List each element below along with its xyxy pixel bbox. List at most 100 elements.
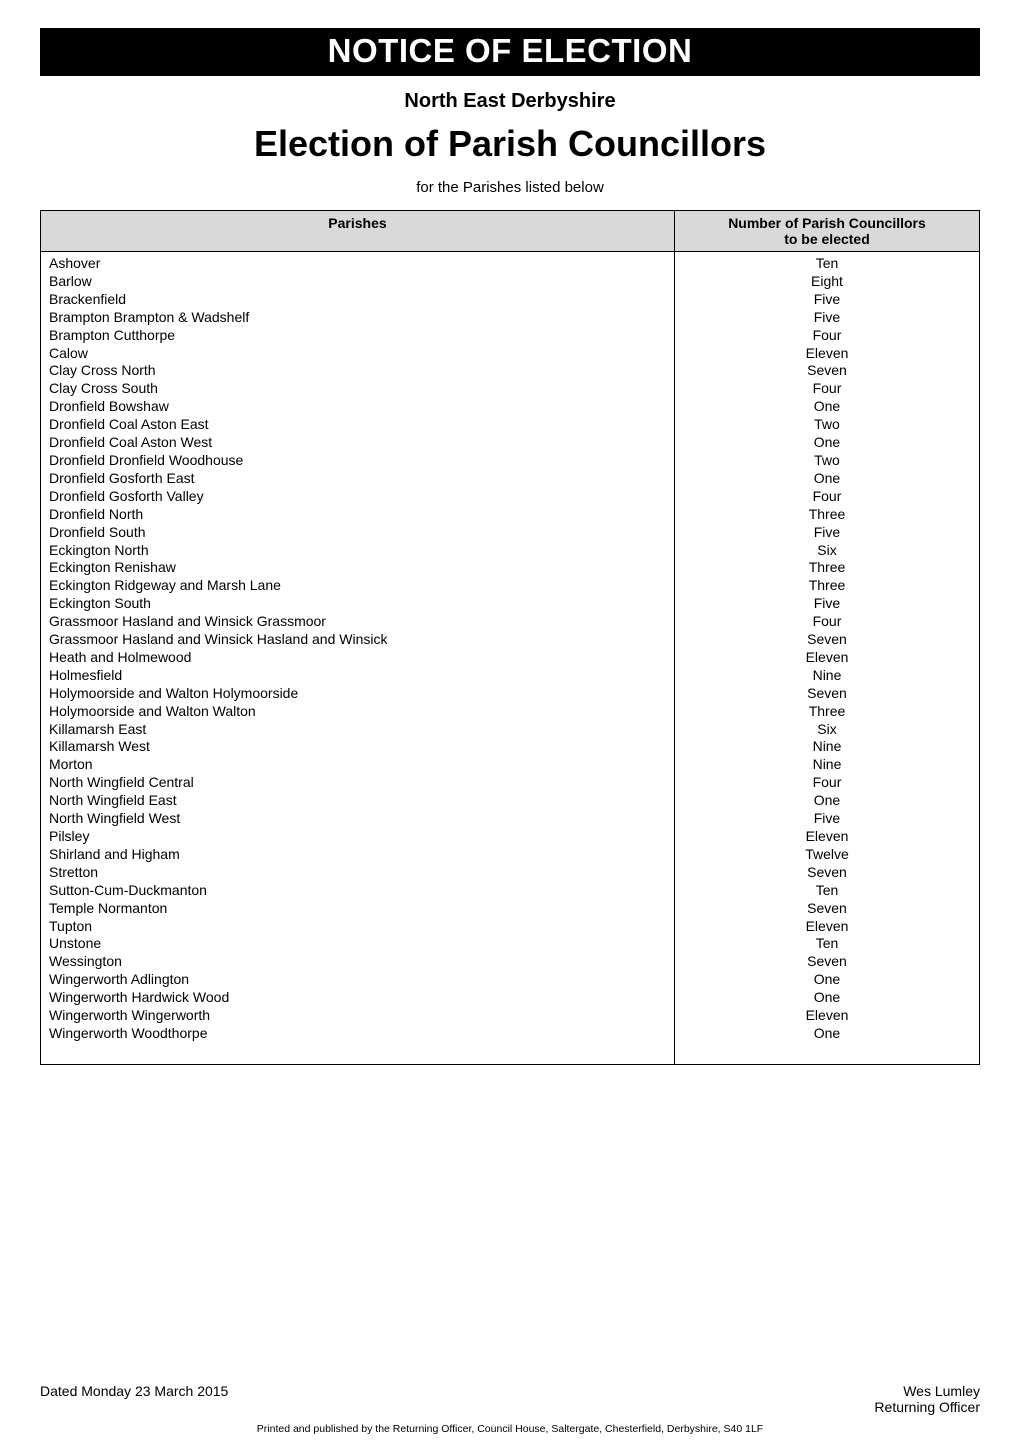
parish-name: Temple Normanton (49, 900, 666, 918)
parish-name: North Wingfield East (49, 792, 666, 810)
col-header-count-line2: to be elected (784, 231, 870, 247)
col-header-count-line1: Number of Parish Councillors (728, 215, 926, 231)
parish-name: Wingerworth Hardwick Wood (49, 989, 666, 1007)
parish-name: Clay Cross South (49, 380, 666, 398)
parish-name: Eckington Ridgeway and Marsh Lane (49, 577, 666, 595)
parish-name: Clay Cross North (49, 362, 666, 380)
parish-name: Wessington (49, 953, 666, 971)
parish-count: Eleven (683, 828, 971, 846)
parish-count: Four (683, 327, 971, 345)
parish-count: Eleven (683, 1007, 971, 1025)
parish-count: One (683, 1025, 971, 1043)
parish-name: Grassmoor Hasland and Winsick Hasland an… (49, 631, 666, 649)
parish-name: Dronfield South (49, 524, 666, 542)
table-header-row: Parishes Number of Parish Councillors to… (41, 211, 980, 252)
col-header-parishes: Parishes (41, 211, 675, 252)
parish-count: Four (683, 380, 971, 398)
parish-count: Six (683, 721, 971, 739)
officer-role: Returning Officer (874, 1399, 980, 1415)
parish-name: Brampton Cutthorpe (49, 327, 666, 345)
parish-count: Seven (683, 864, 971, 882)
parish-name: Wingerworth Woodthorpe (49, 1025, 666, 1043)
parish-count: Ten (683, 935, 971, 953)
parish-name: Brackenfield (49, 291, 666, 309)
parish-name: Morton (49, 756, 666, 774)
parish-name: Holymoorside and Walton Walton (49, 703, 666, 721)
parish-name: Sutton-Cum-Duckmanton (49, 882, 666, 900)
parish-count: One (683, 434, 971, 452)
authority-name: North East Derbyshire (40, 90, 980, 113)
parish-count: Five (683, 524, 971, 542)
col-header-count: Number of Parish Councillors to be elect… (674, 211, 979, 252)
parish-name: Killamarsh East (49, 721, 666, 739)
parish-count: Two (683, 416, 971, 434)
parish-name: Grassmoor Hasland and Winsick Grassmoor (49, 613, 666, 631)
parish-name: Unstone (49, 935, 666, 953)
parish-count: Three (683, 559, 971, 577)
parish-name: Stretton (49, 864, 666, 882)
parish-count: Seven (683, 953, 971, 971)
parish-count: Six (683, 542, 971, 560)
parish-count: One (683, 398, 971, 416)
parish-name: Dronfield Coal Aston East (49, 416, 666, 434)
parish-name: North Wingfield West (49, 810, 666, 828)
parish-name: Wingerworth Wingerworth (49, 1007, 666, 1025)
parishes-cell: AshoverBarlowBrackenfieldBrampton Brampt… (41, 252, 675, 1065)
parish-count: One (683, 989, 971, 1007)
parish-name: Dronfield Dronfield Woodhouse (49, 452, 666, 470)
parish-name: North Wingfield Central (49, 774, 666, 792)
parish-name: Dronfield North (49, 506, 666, 524)
parish-count: One (683, 470, 971, 488)
footer-officer: Wes Lumley Returning Officer (874, 1383, 980, 1415)
parish-count: Twelve (683, 846, 971, 864)
parish-count: Seven (683, 362, 971, 380)
parish-count: Five (683, 810, 971, 828)
parish-name: Eckington South (49, 595, 666, 613)
parish-name: Shirland and Higham (49, 846, 666, 864)
parish-count: Four (683, 774, 971, 792)
parish-count: Eleven (683, 649, 971, 667)
parish-count: Five (683, 595, 971, 613)
parish-name: Tupton (49, 918, 666, 936)
parish-name: Dronfield Bowshaw (49, 398, 666, 416)
parish-count: Eleven (683, 918, 971, 936)
parish-name: Barlow (49, 273, 666, 291)
parish-name: Killamarsh West (49, 738, 666, 756)
parish-name: Wingerworth Adlington (49, 971, 666, 989)
banner-notice-of-election: NOTICE OF ELECTION (40, 28, 980, 76)
parish-name: Eckington Renishaw (49, 559, 666, 577)
footer-dated: Dated Monday 23 March 2015 (40, 1383, 228, 1399)
parish-count: Four (683, 613, 971, 631)
parish-count: Seven (683, 631, 971, 649)
officer-name: Wes Lumley (903, 1383, 980, 1399)
parish-name: Ashover (49, 255, 666, 273)
parish-name: Dronfield Gosforth Valley (49, 488, 666, 506)
footer: Dated Monday 23 March 2015 Wes Lumley Re… (40, 1383, 980, 1415)
parish-count: Eleven (683, 345, 971, 363)
table-body-row: AshoverBarlowBrackenfieldBrampton Brampt… (41, 252, 980, 1065)
parish-name: Pilsley (49, 828, 666, 846)
parish-count: Three (683, 506, 971, 524)
parish-count: Three (683, 577, 971, 595)
parish-count: Nine (683, 738, 971, 756)
parish-name: Brampton Brampton & Wadshelf (49, 309, 666, 327)
parish-count: Seven (683, 685, 971, 703)
parish-count: Ten (683, 255, 971, 273)
parish-name: Eckington North (49, 542, 666, 560)
parish-count: Nine (683, 667, 971, 685)
parish-count: Two (683, 452, 971, 470)
parish-count: Three (683, 703, 971, 721)
counts-cell: TenEightFiveFiveFourElevenSevenFourOneTw… (674, 252, 979, 1065)
parish-count: Nine (683, 756, 971, 774)
print-line: Printed and published by the Returning O… (0, 1423, 1020, 1435)
page-title: Election of Parish Councillors (40, 123, 980, 165)
parish-name: Dronfield Coal Aston West (49, 434, 666, 452)
page: NOTICE OF ELECTION North East Derbyshire… (0, 0, 1020, 1443)
parish-name: Holymoorside and Walton Holymoorside (49, 685, 666, 703)
parish-count: Eight (683, 273, 971, 291)
parish-count: Ten (683, 882, 971, 900)
for-line: for the Parishes listed below (40, 179, 980, 196)
parish-count: Seven (683, 900, 971, 918)
parish-count: Four (683, 488, 971, 506)
parish-name: Calow (49, 345, 666, 363)
